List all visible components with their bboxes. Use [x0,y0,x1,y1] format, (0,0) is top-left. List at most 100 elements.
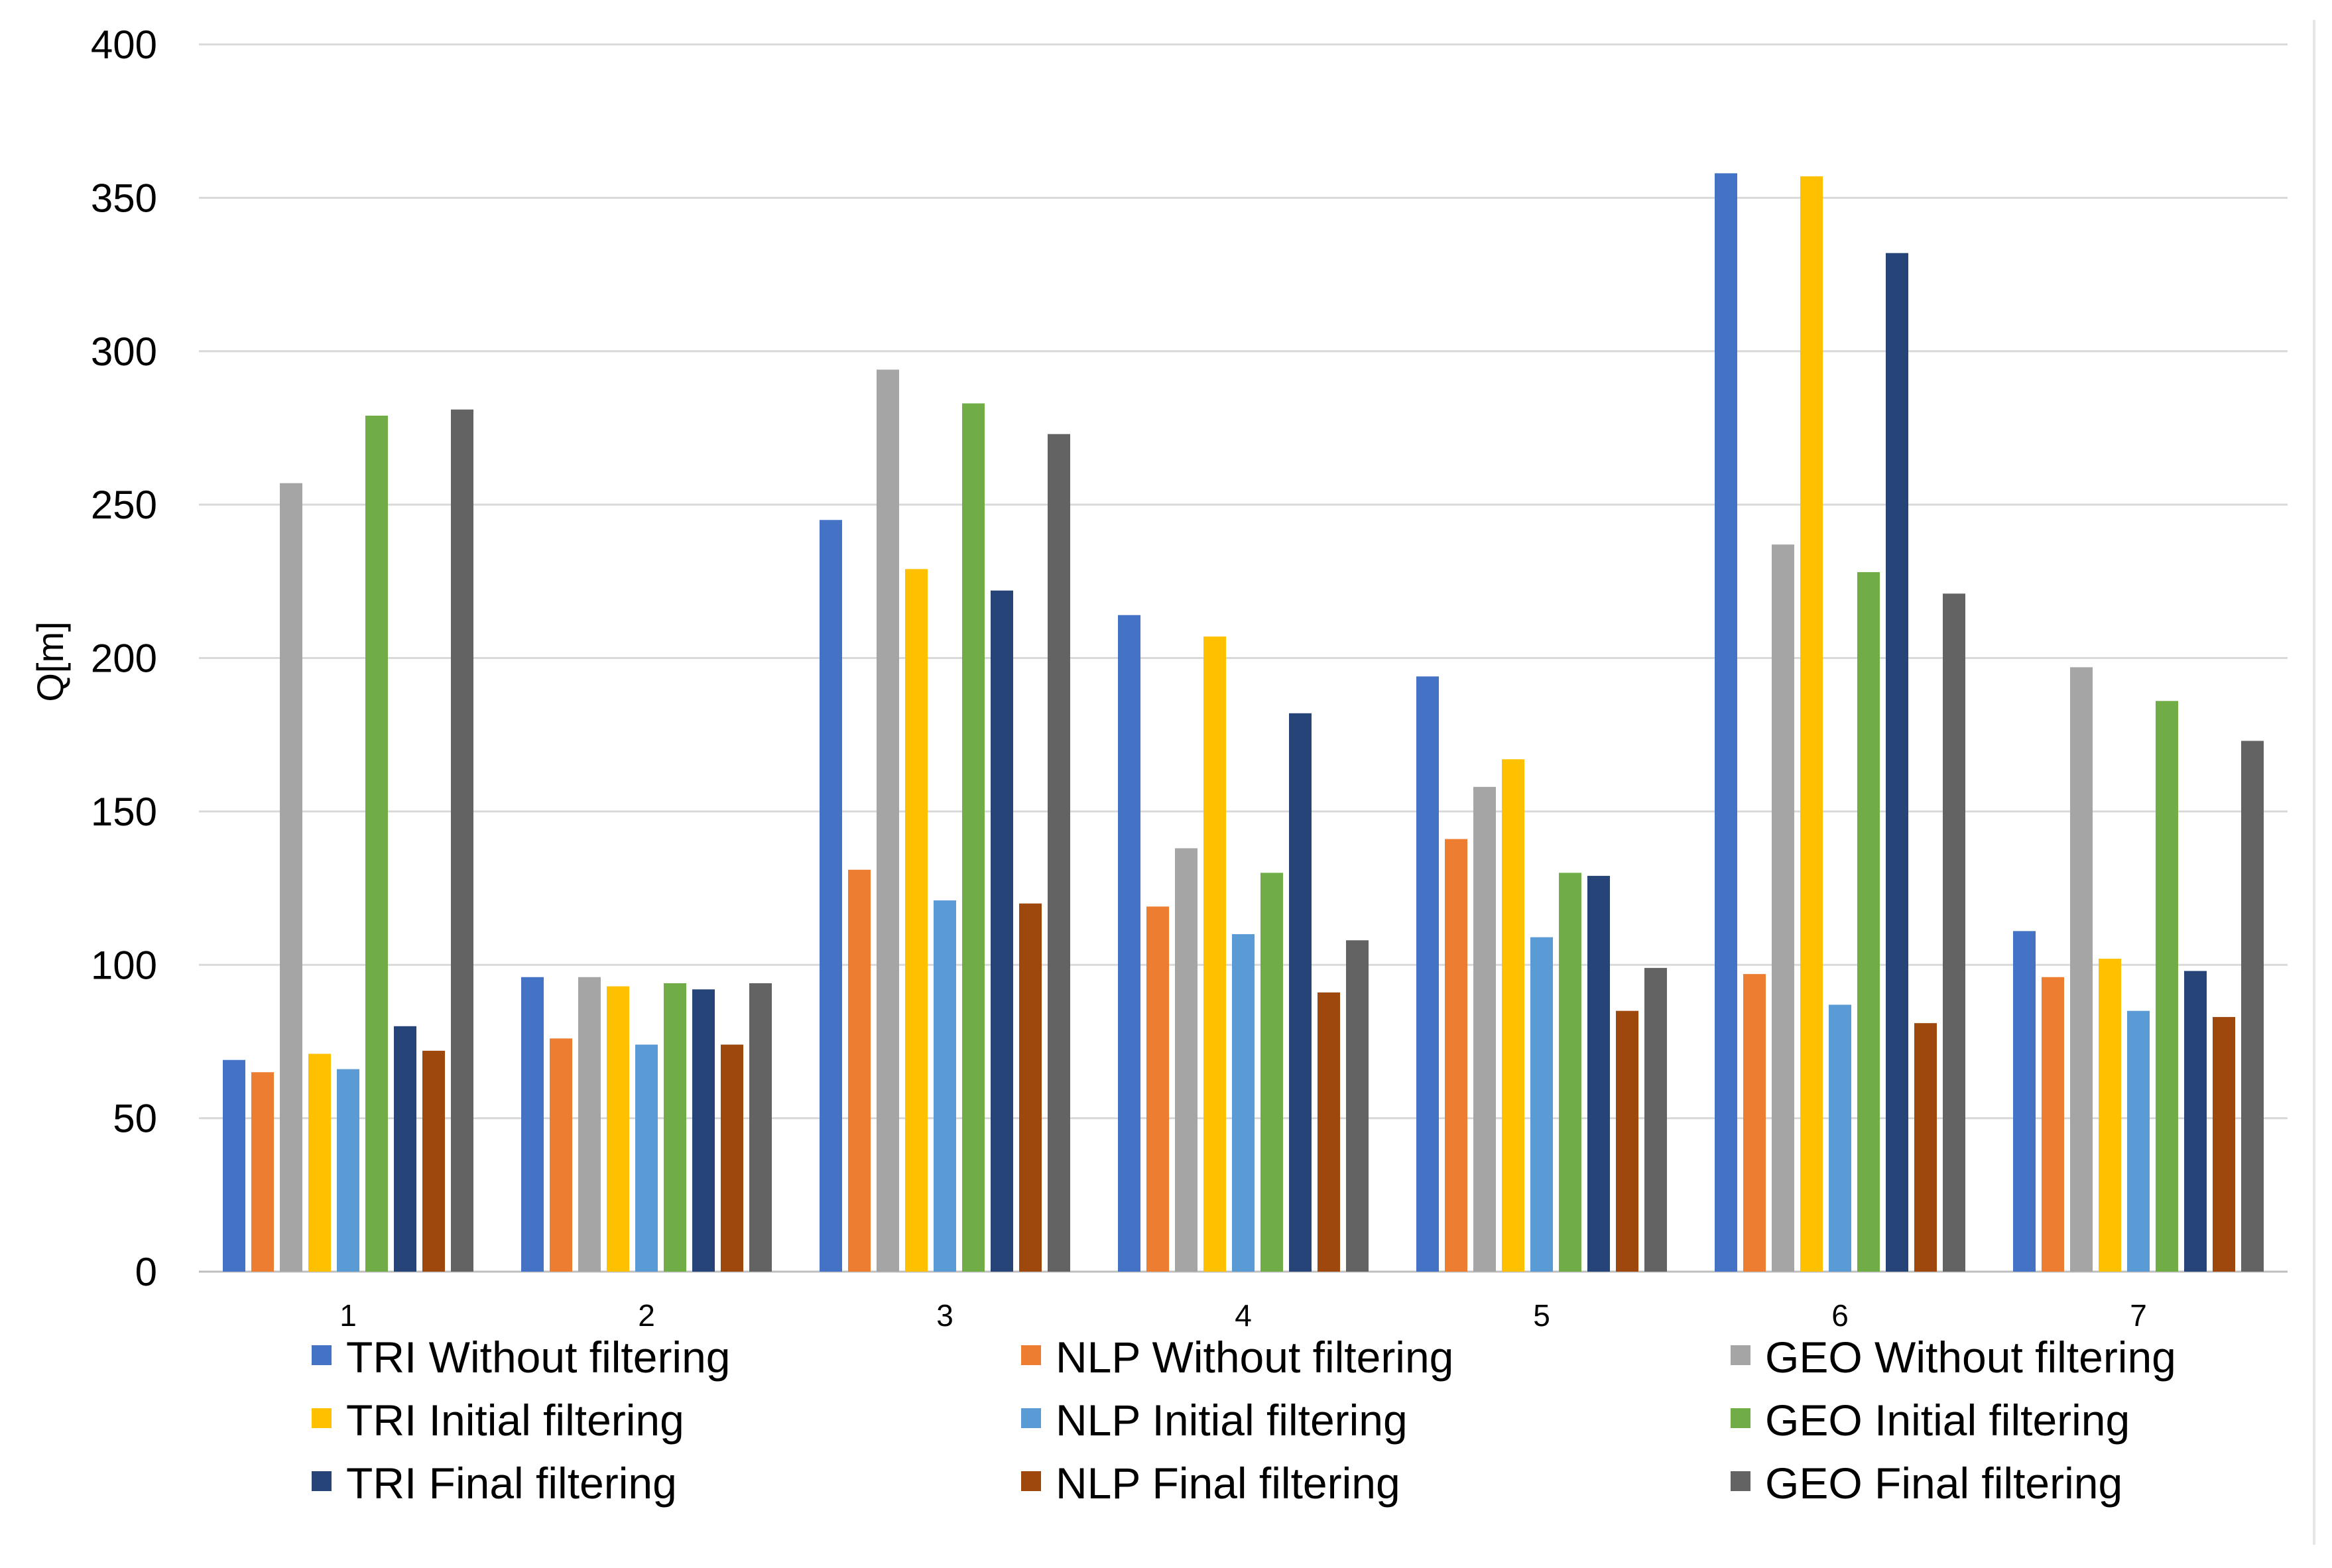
bar [2213,1016,2235,1272]
bar [223,1059,245,1272]
legend-label: TRI Initial filtering [346,1396,684,1445]
legend-label: GEO Final filtering [1765,1459,2122,1508]
bar [664,983,686,1272]
x-tick-labels: 1 2 3 4 5 6 7 [339,1298,2147,1333]
x-tick-label: 2 [638,1298,655,1333]
bar [1943,593,1965,1272]
x-tick-label: 6 [1831,1298,1849,1333]
x-tick-label: 1 [339,1298,357,1333]
bar [2184,971,2207,1272]
bar [1502,759,1524,1272]
y-tick-label: 0 [135,1250,157,1294]
bar [2070,667,2093,1272]
y-tick-label: 50 [113,1097,157,1141]
y-tick-label: 300 [91,330,157,374]
bar [607,986,629,1272]
legend-swatch [312,1345,332,1365]
legend-label: NLP Without filtering [1056,1333,1453,1382]
bar [749,983,772,1272]
bar [1416,676,1439,1272]
bar [1800,176,1823,1272]
bar [877,369,899,1272]
legend-swatch [312,1471,332,1491]
bar [905,569,928,1272]
y-axis-label: Q[m] [29,621,71,701]
bar [521,977,544,1272]
bar [578,977,601,1272]
bar [251,1072,274,1272]
legend-label: GEO Without filtering [1765,1333,2176,1382]
legend-swatch [1021,1345,1041,1365]
legend-swatch [1731,1408,1750,1428]
bar [365,415,388,1272]
y-tick-label: 250 [91,483,157,527]
bar [934,900,956,1272]
bar [1232,934,1255,1272]
bar [1473,786,1496,1272]
x-tick-label: 7 [2130,1298,2147,1333]
bar [1743,974,1766,1272]
bar [991,590,1013,1272]
legend-label: TRI Final filtering [346,1459,677,1508]
bar [337,1069,359,1272]
bar [2013,931,2036,1272]
bar [550,1038,572,1272]
bar [1530,937,1553,1272]
bar [1146,906,1169,1272]
bar [1559,873,1581,1272]
y-tick-label: 350 [91,176,157,220]
legend-label: GEO Initial filtering [1765,1396,2130,1445]
bar [1346,940,1369,1272]
bar [692,989,715,1272]
bar [422,1050,445,1272]
bars [223,173,2264,1272]
bar [2042,977,2064,1272]
y-tick-labels: 0 50 100 150 200 250 300 350 400 [91,23,157,1294]
bar [1616,1010,1638,1272]
bar [820,520,842,1272]
bar [1715,173,1737,1272]
y-tick-label: 150 [91,790,157,834]
bar [2099,958,2121,1272]
bar [962,403,985,1272]
bar [1886,253,1908,1272]
bar [2241,741,2264,1272]
bar [1857,572,1880,1272]
y-tick-label: 200 [91,636,157,681]
x-tick-label: 4 [1235,1298,1252,1333]
bar [848,869,871,1272]
bar [1203,636,1226,1272]
bar [2127,1010,2150,1272]
bar [2156,701,2178,1272]
bar [1048,434,1070,1272]
bar [1445,839,1467,1272]
legend: TRI Without filtering NLP Without filteri… [312,1333,2176,1508]
bar [394,1026,416,1272]
y-tick-label: 100 [91,943,157,987]
legend-label: NLP Initial filtering [1056,1396,1408,1445]
legend-label: NLP Final filtering [1056,1459,1400,1508]
bar [1914,1023,1937,1272]
bar [1772,544,1794,1272]
legend-swatch [1021,1471,1041,1491]
bar [1260,873,1283,1272]
bar [1318,992,1340,1272]
bar [1829,1004,1851,1272]
bar [1644,967,1667,1272]
legend-swatch [312,1408,332,1428]
x-tick-label: 5 [1533,1298,1550,1333]
x-tick-label: 3 [936,1298,953,1333]
bar [1175,848,1197,1272]
bar [1019,903,1042,1272]
bar [280,483,302,1272]
bar [721,1044,743,1272]
bar [451,409,473,1272]
bar [308,1054,331,1272]
bar [635,1044,658,1272]
y-tick-label: 400 [91,23,157,67]
bar [1289,713,1312,1272]
legend-swatch [1021,1408,1041,1428]
bar [1587,876,1610,1272]
legend-label: TRI Without filtering [346,1333,731,1382]
